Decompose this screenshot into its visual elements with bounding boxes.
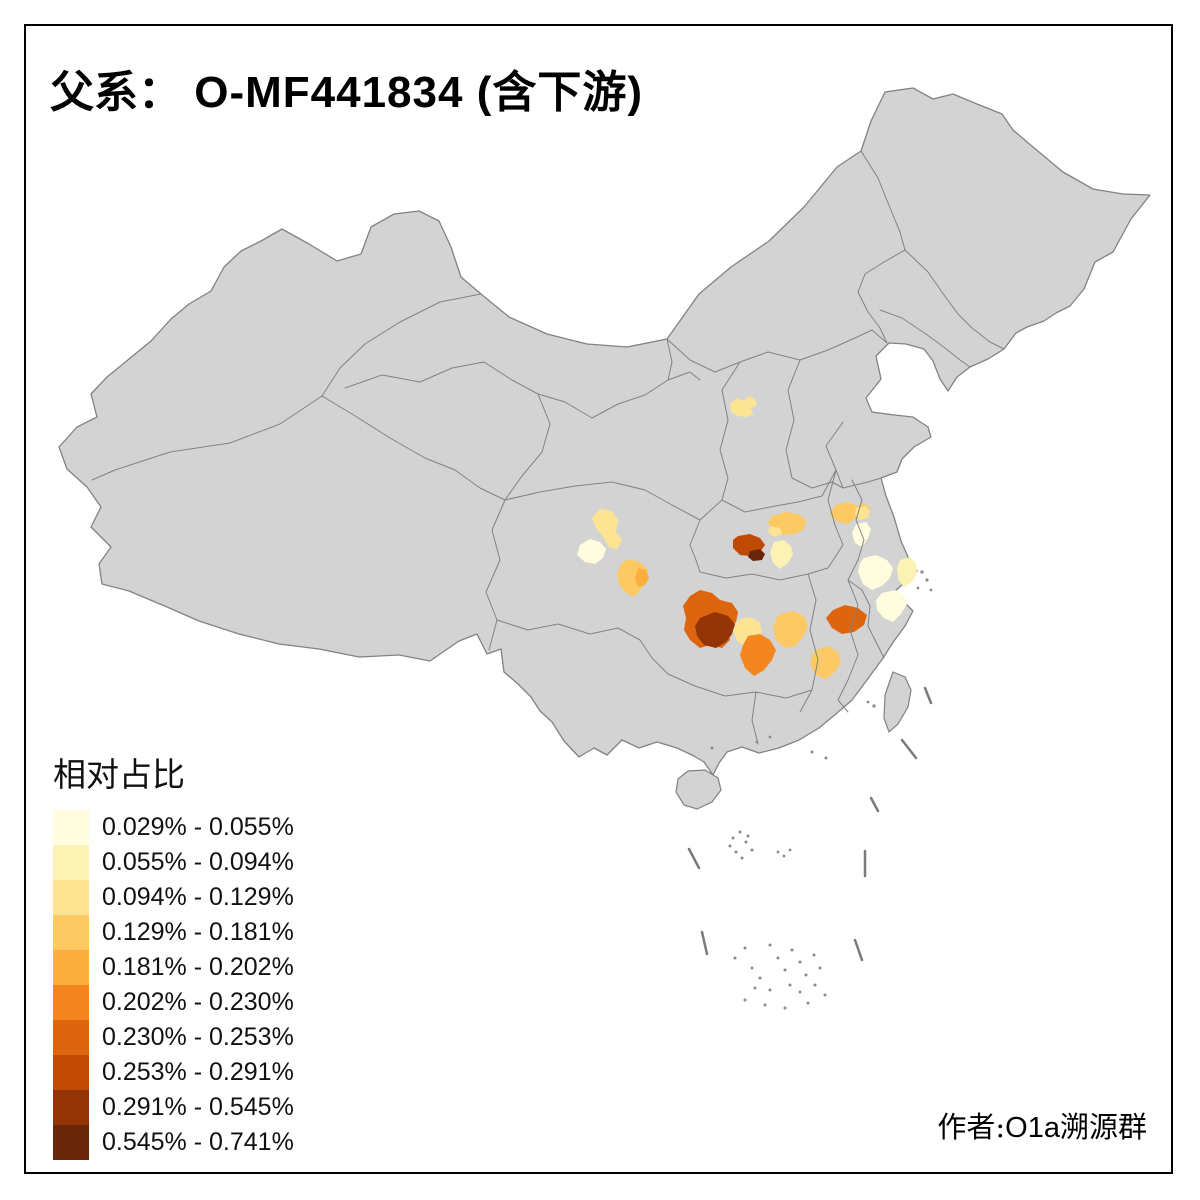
region-chengdu-outer (617, 559, 648, 597)
legend-swatch-9 (53, 1090, 89, 1125)
legend-row-5: 0.181% - 0.202% (53, 950, 294, 985)
mainland-china-shape (58, 87, 1151, 776)
legend-label-8: 0.253% - 0.291% (102, 1058, 294, 1086)
author-credit: 作者:O1a溯源群 (937, 1104, 1147, 1146)
region-jiangxi-north-orange (826, 605, 867, 634)
legend-swatch-10 (53, 1125, 89, 1160)
legend-row-7: 0.230% - 0.253% (53, 1020, 294, 1055)
legend-row-4: 0.129% - 0.181% (53, 915, 294, 950)
legend-row-9: 0.291% - 0.545% (53, 1090, 294, 1125)
legend-row-8: 0.253% - 0.291% (53, 1055, 294, 1090)
legend-row-10: 0.545% - 0.741% (53, 1125, 294, 1160)
legend: 相对占比 0.029% - 0.055% 0.055% - 0.094% 0.094… (53, 748, 294, 1160)
legend-swatch-1 (53, 810, 89, 845)
legend-swatch-2 (53, 845, 89, 880)
legend-swatch-3 (53, 880, 89, 915)
legend-swatch-8 (53, 1055, 89, 1090)
region-hubei-dark-spot (748, 549, 765, 561)
legend-label-3: 0.094% - 0.129% (102, 883, 294, 911)
legend-rows: 0.029% - 0.055% 0.055% - 0.094% 0.094% - 0… (53, 810, 294, 1160)
region-jiangsu-south-cream (858, 555, 893, 590)
region-sichuan-west (577, 539, 606, 564)
nine-dash-line (687, 686, 933, 962)
highlighted-regions (577, 396, 917, 679)
region-hubei-east-pale (770, 540, 793, 569)
legend-row-1: 0.029% - 0.055% (53, 810, 294, 845)
legend-row-6: 0.202% - 0.230% (53, 985, 294, 1020)
author-prefix: 作者: (937, 1110, 1006, 1144)
region-henan-south-west (768, 526, 782, 537)
legend-label-9: 0.291% - 0.545% (102, 1093, 294, 1121)
province-borders (91, 150, 1005, 745)
region-shanxi-central (730, 396, 757, 417)
author-suffix: 溯源群 (1059, 1110, 1147, 1144)
legend-swatch-7 (53, 1020, 89, 1055)
page-title: 父系： O-MF441834 (含下游) (50, 56, 643, 120)
legend-label-7: 0.230% - 0.253% (102, 1023, 294, 1051)
legend-label-6: 0.202% - 0.230% (102, 988, 294, 1016)
legend-label-2: 0.055% - 0.094% (102, 848, 294, 876)
region-zhejiang-north-cream (876, 590, 907, 622)
title-prefix: 父系： (50, 67, 182, 118)
taiwan-island (883, 671, 912, 734)
region-chengdu-inner (635, 568, 649, 587)
author-latin: O1a (1005, 1112, 1060, 1144)
legend-label-10: 0.545% - 0.741% (102, 1128, 294, 1156)
hainan-island (675, 769, 722, 810)
legend-label-4: 0.129% - 0.181% (102, 918, 294, 946)
legend-label-1: 0.029% - 0.055% (102, 813, 294, 841)
legend-row-3: 0.094% - 0.129% (53, 880, 294, 915)
region-hunan-south-orange (740, 634, 776, 676)
sea-islands (710, 570, 933, 1010)
region-sichuan-north (592, 509, 622, 550)
legend-row-2: 0.055% - 0.094% (53, 845, 294, 880)
legend-swatch-4 (53, 915, 89, 950)
legend-title: 相对占比 (53, 755, 185, 794)
region-shanghai-area-pale (897, 557, 917, 587)
region-fujian-west-light (810, 646, 841, 679)
legend-swatch-6 (53, 985, 89, 1020)
legend-swatch-5 (53, 950, 89, 985)
title-haplogroup: O-MF441834 (含下游) (194, 68, 643, 117)
legend-label-5: 0.181% - 0.202% (102, 953, 294, 981)
region-hunan-east-light (773, 611, 808, 648)
region-guizhou-dark-brown (695, 612, 735, 648)
